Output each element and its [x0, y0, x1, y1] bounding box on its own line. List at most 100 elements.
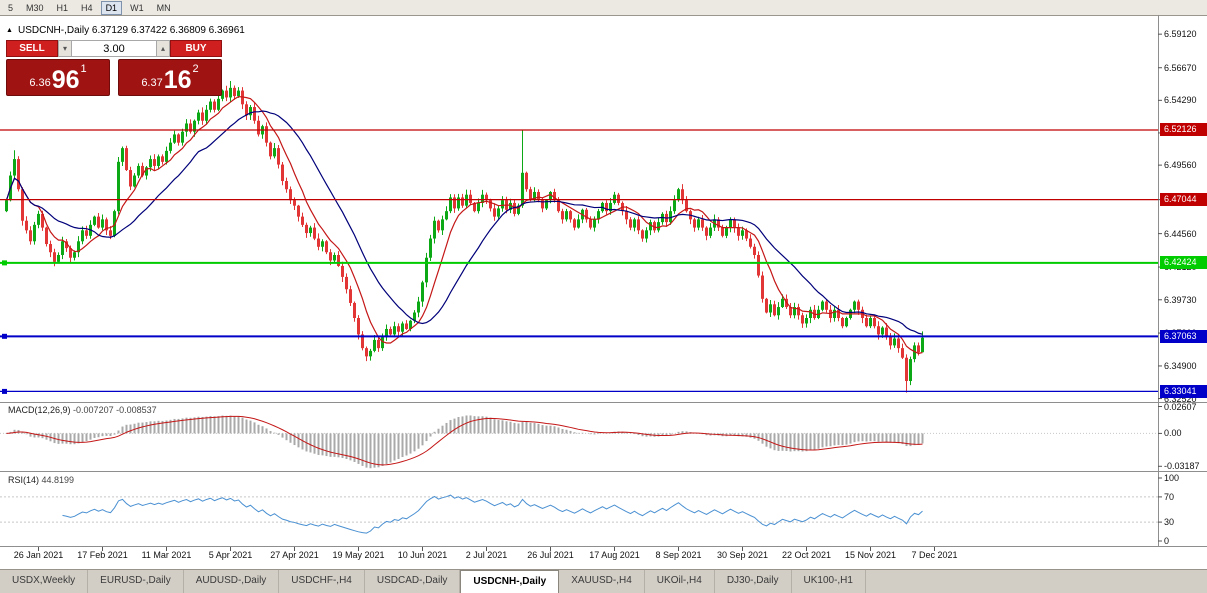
timeframe-button-w1[interactable]: W1 [130, 2, 144, 13]
candle [449, 197, 452, 212]
candle [709, 227, 712, 236]
candle [105, 219, 108, 231]
buy-button[interactable]: BUY [170, 40, 222, 57]
candle [37, 213, 40, 225]
volume-input[interactable] [72, 40, 156, 57]
candle [309, 227, 312, 234]
timeframe-button-mn[interactable]: MN [156, 2, 171, 13]
macd-histogram-bar [589, 433, 592, 435]
candle [701, 219, 704, 228]
date-tick-label: 2 Jul 2021 [465, 550, 508, 560]
chart-tab-usdchf-h4[interactable]: USDCHF-,H4 [279, 570, 365, 593]
candle [917, 345, 920, 353]
chart-tab-eurusd-daily[interactable]: EURUSD-,Daily [88, 570, 184, 593]
candle [277, 148, 280, 165]
macd-histogram-bar [837, 433, 840, 446]
macd-histogram-bar [297, 433, 300, 448]
chart-tab-usdcnh-daily[interactable]: USDCNH-,Daily [460, 570, 560, 593]
macd-histogram-bar [97, 433, 100, 438]
macd-histogram-bar [525, 422, 528, 434]
timeframe-button-h1[interactable]: H1 [56, 2, 69, 13]
macd-histogram-bar [177, 418, 180, 434]
time-axis[interactable]: 26 Jan 2021 17 Feb 2021 11 Mar 2021 5 Apr 2… [0, 546, 1158, 564]
candle [337, 254, 340, 266]
candle [213, 101, 216, 110]
ask-pips: 16 [163, 66, 192, 94]
candle [777, 307, 780, 316]
volume-decrease-icon[interactable]: ▾ [58, 40, 72, 57]
candle [753, 246, 756, 255]
ask-price-display[interactable]: 6.37 16 2 [118, 59, 222, 96]
candle [825, 301, 828, 310]
timeframe-button-5[interactable]: 5 [8, 2, 14, 13]
macd-histogram-bar [153, 421, 156, 434]
bid-price-display[interactable]: 6.36 96 1 [6, 59, 110, 96]
candle [577, 219, 580, 228]
candle [257, 120, 260, 135]
price-level-badge: 6.33041 [1160, 384, 1207, 398]
ask-pipette: 2 [192, 63, 199, 75]
price-axis[interactable]: 6.591206.566706.542906.519106.495606.470… [1158, 15, 1207, 547]
macd-histogram-bar [209, 416, 212, 434]
candle [509, 202, 512, 210]
candle [189, 123, 192, 132]
candle [181, 131, 184, 143]
candle [65, 241, 68, 249]
timeframe-button-d1[interactable]: D1 [100, 0, 123, 15]
candle [481, 194, 484, 203]
candle [873, 318, 876, 327]
macd-histogram-bar [253, 422, 256, 434]
price-tick-label: 6.34900 [1164, 360, 1197, 371]
candle [673, 200, 676, 212]
candle [73, 252, 76, 258]
chart-tab-ukoil-h4[interactable]: UKOil-,H4 [644, 570, 715, 593]
candle [93, 216, 96, 225]
macd-histogram-bar [29, 433, 32, 437]
macd-histogram-bar [597, 433, 600, 435]
chart-tab-usdx-weekly[interactable]: USDX,Weekly [0, 570, 89, 593]
candle [297, 205, 300, 217]
candle [5, 200, 8, 212]
chart-tab-audusd-daily[interactable]: AUDUSD-,Daily [183, 570, 280, 593]
volume-increase-icon[interactable]: ▴ [156, 40, 170, 57]
timeframe-button-h4[interactable]: H4 [81, 2, 93, 13]
level-anchor-marker [2, 333, 7, 339]
candle [121, 148, 124, 162]
price-tick-label: 6.39730 [1164, 294, 1197, 305]
macd-histogram-bar [593, 433, 596, 435]
candle [469, 194, 472, 203]
chart-tab-xauusd-h4[interactable]: XAUUSD-,H4 [559, 570, 645, 593]
chart-tab-usdcad-daily[interactable]: USDCAD-,Daily [364, 570, 461, 593]
macd-histogram-bar [269, 431, 272, 434]
macd-histogram-bar [913, 433, 916, 446]
candle [417, 301, 420, 313]
macd-histogram-bar [289, 433, 292, 443]
macd-histogram-bar [637, 433, 640, 436]
candle [733, 219, 736, 228]
macd-histogram-bar [125, 424, 128, 434]
macd-histogram-bar [173, 418, 176, 434]
collapse-trade-panel-icon[interactable]: ▲ [6, 27, 13, 34]
sell-button[interactable]: SELL [6, 40, 58, 57]
candle [585, 209, 588, 220]
candle [901, 348, 904, 358]
macd-histogram-bar [645, 433, 648, 437]
macd-histogram-bar [145, 422, 148, 434]
chart-tab-uk100-h1[interactable]: UK100-,H1 [791, 570, 866, 593]
macd-histogram-bar [241, 417, 244, 434]
candle [229, 87, 232, 98]
timeframe-button-m30[interactable]: M30 [26, 2, 44, 13]
macd-histogram-bar [729, 433, 732, 436]
macd-histogram-bar [413, 433, 416, 452]
macd-histogram-bar [233, 416, 236, 434]
candle [805, 318, 808, 324]
trade-panel-row-prices: 6.36 96 1 6.37 16 2 [6, 59, 222, 96]
macd-histogram-bar [229, 415, 232, 434]
candle [197, 112, 200, 121]
chart-tab-dj30-daily[interactable]: DJ30-,Daily [714, 570, 792, 593]
candle [693, 219, 696, 228]
macd-histogram-bar [405, 433, 408, 456]
macd-histogram-bar [401, 433, 404, 457]
date-tick-label: 17 Feb 2021 [77, 550, 128, 560]
date-tick-label: 10 Jun 2021 [397, 550, 448, 560]
